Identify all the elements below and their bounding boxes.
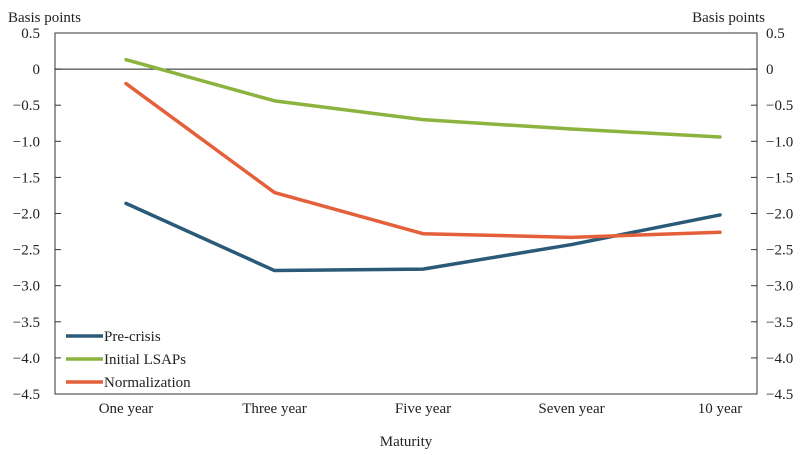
y-tick-label-left: −0.5 xyxy=(13,98,40,114)
right-y-axis: 0.5 0 −0.5 −1.0 −1.5 −2.0 −2.5 −3.0 −3.5 −4.0 −4.5 xyxy=(751,26,793,403)
legend-label: Initial LSAPs xyxy=(104,352,186,368)
series-layer xyxy=(124,57,722,273)
y-tick-label-right: −1.0 xyxy=(766,134,793,150)
x-tick-label: One year xyxy=(99,401,154,417)
y-tick-label-right: −4.0 xyxy=(766,351,793,367)
y-tick-label-left: −2.5 xyxy=(13,243,40,259)
legend-label: Normalization xyxy=(104,375,191,391)
y-tick-label-left: −3.5 xyxy=(13,315,40,331)
y-tick-label-left: −1.5 xyxy=(13,170,40,186)
series-line-2 xyxy=(124,81,722,240)
y-tick-label-left: 0 xyxy=(33,62,41,78)
legend-label: Pre-crisis xyxy=(104,329,161,345)
y-tick-label-left: −2.0 xyxy=(13,207,40,223)
y-tick-label-right: −3.0 xyxy=(766,279,793,295)
x-tick-label: Seven year xyxy=(538,401,604,417)
y-tick-label-right: −1.5 xyxy=(766,170,793,186)
y-tick-label-left: −4.5 xyxy=(13,387,40,403)
left-y-axis: 0.5 0 −0.5 −1.0 −1.5 −2.0 −2.5 −3.0 −3.5 −4.0 −4.5 xyxy=(13,26,61,403)
y-tick-label-right: −2.5 xyxy=(766,243,793,259)
y-tick-label-right: −2.0 xyxy=(766,207,793,223)
legend: Pre-crisis Initial LSAPs Normalization xyxy=(66,329,191,391)
x-tick-label: Five year xyxy=(395,401,451,417)
x-axis: One year Three year Five year Seven year 10 … xyxy=(99,401,743,417)
y-tick-label-right: −3.5 xyxy=(766,315,793,331)
y-tick-label-left: 0.5 xyxy=(21,26,40,42)
y-tick-label-right: 0.5 xyxy=(766,26,785,42)
x-tick-label: 10 year xyxy=(698,401,743,417)
right-axis-title: Basis points xyxy=(692,10,765,26)
y-tick-label-left: −1.0 xyxy=(13,134,40,150)
left-axis-title: Basis points xyxy=(8,10,81,26)
x-axis-title: Maturity xyxy=(380,434,433,450)
y-tick-label-right: −0.5 xyxy=(766,98,793,114)
y-tick-label-right: 0 xyxy=(766,62,774,78)
x-tick-label: Three year xyxy=(242,401,307,417)
plot-frame xyxy=(54,32,758,395)
y-tick-label-left: −4.0 xyxy=(13,351,40,367)
y-tick-label-left: −3.0 xyxy=(13,279,40,295)
y-tick-label-right: −4.5 xyxy=(766,387,793,403)
series-line-1 xyxy=(124,57,722,139)
